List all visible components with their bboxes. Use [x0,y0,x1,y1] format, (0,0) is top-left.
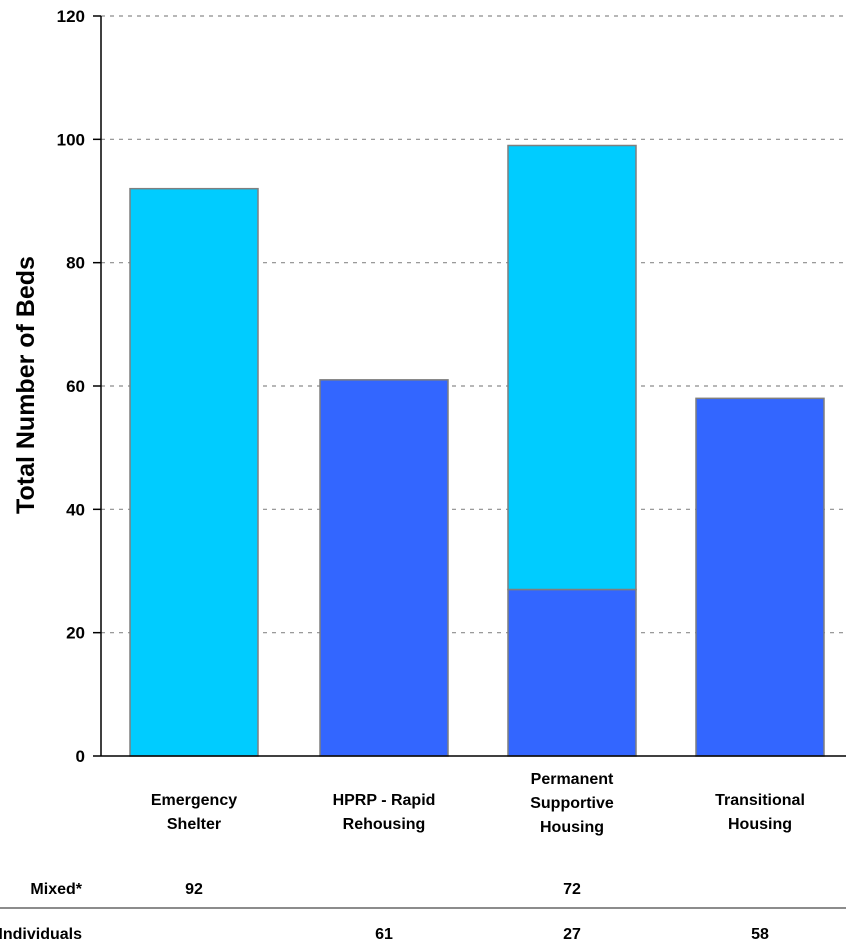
table-row-label: Mixed* [30,881,82,898]
table-cell: 92 [185,881,203,898]
gridlines [101,15,846,634]
category-label: Transitional [715,792,805,809]
y-tick-label: 60 [66,377,85,396]
bar-mixed--3 [507,144,637,591]
category-label: Permanent [531,771,614,788]
bar-individuals-4 [695,397,825,757]
table-cell: 61 [375,926,393,943]
category-label: Supportive [530,795,614,812]
table-cell: 58 [751,926,769,943]
bar-individuals-3 [507,588,637,757]
y-tick-label: 120 [57,7,85,26]
bars [129,144,825,757]
table-cell: 27 [563,926,581,943]
category-labels: Emergency Shelter HPRP - Rapid Rehousing Per… [151,771,805,836]
table-cell: 72 [563,881,581,898]
y-tick-label: 80 [66,254,85,273]
category-label: Emergency [151,792,237,809]
category-label: Housing [728,816,792,833]
y-tick-label: 0 [76,747,85,766]
category-label: HPRP - Rapid [333,792,436,809]
y-tick-labels: 0 20 40 60 80 100 120 [57,7,85,766]
table-row-label: Individuals [0,926,82,943]
category-label: Shelter [167,816,221,833]
bar-individuals-2 [319,379,449,757]
bar-mixed--1 [129,187,259,757]
y-axis-label: Total Number of Beds [12,256,40,514]
data-table: Mixed* 92 72 Individuals 61 27 58 [0,881,846,943]
y-tick-label: 40 [66,500,85,519]
y-tick-label: 100 [57,130,85,149]
category-label: Rehousing [343,816,426,833]
axes [93,15,846,757]
category-label: Housing [540,819,604,836]
y-tick-label: 20 [66,624,85,643]
